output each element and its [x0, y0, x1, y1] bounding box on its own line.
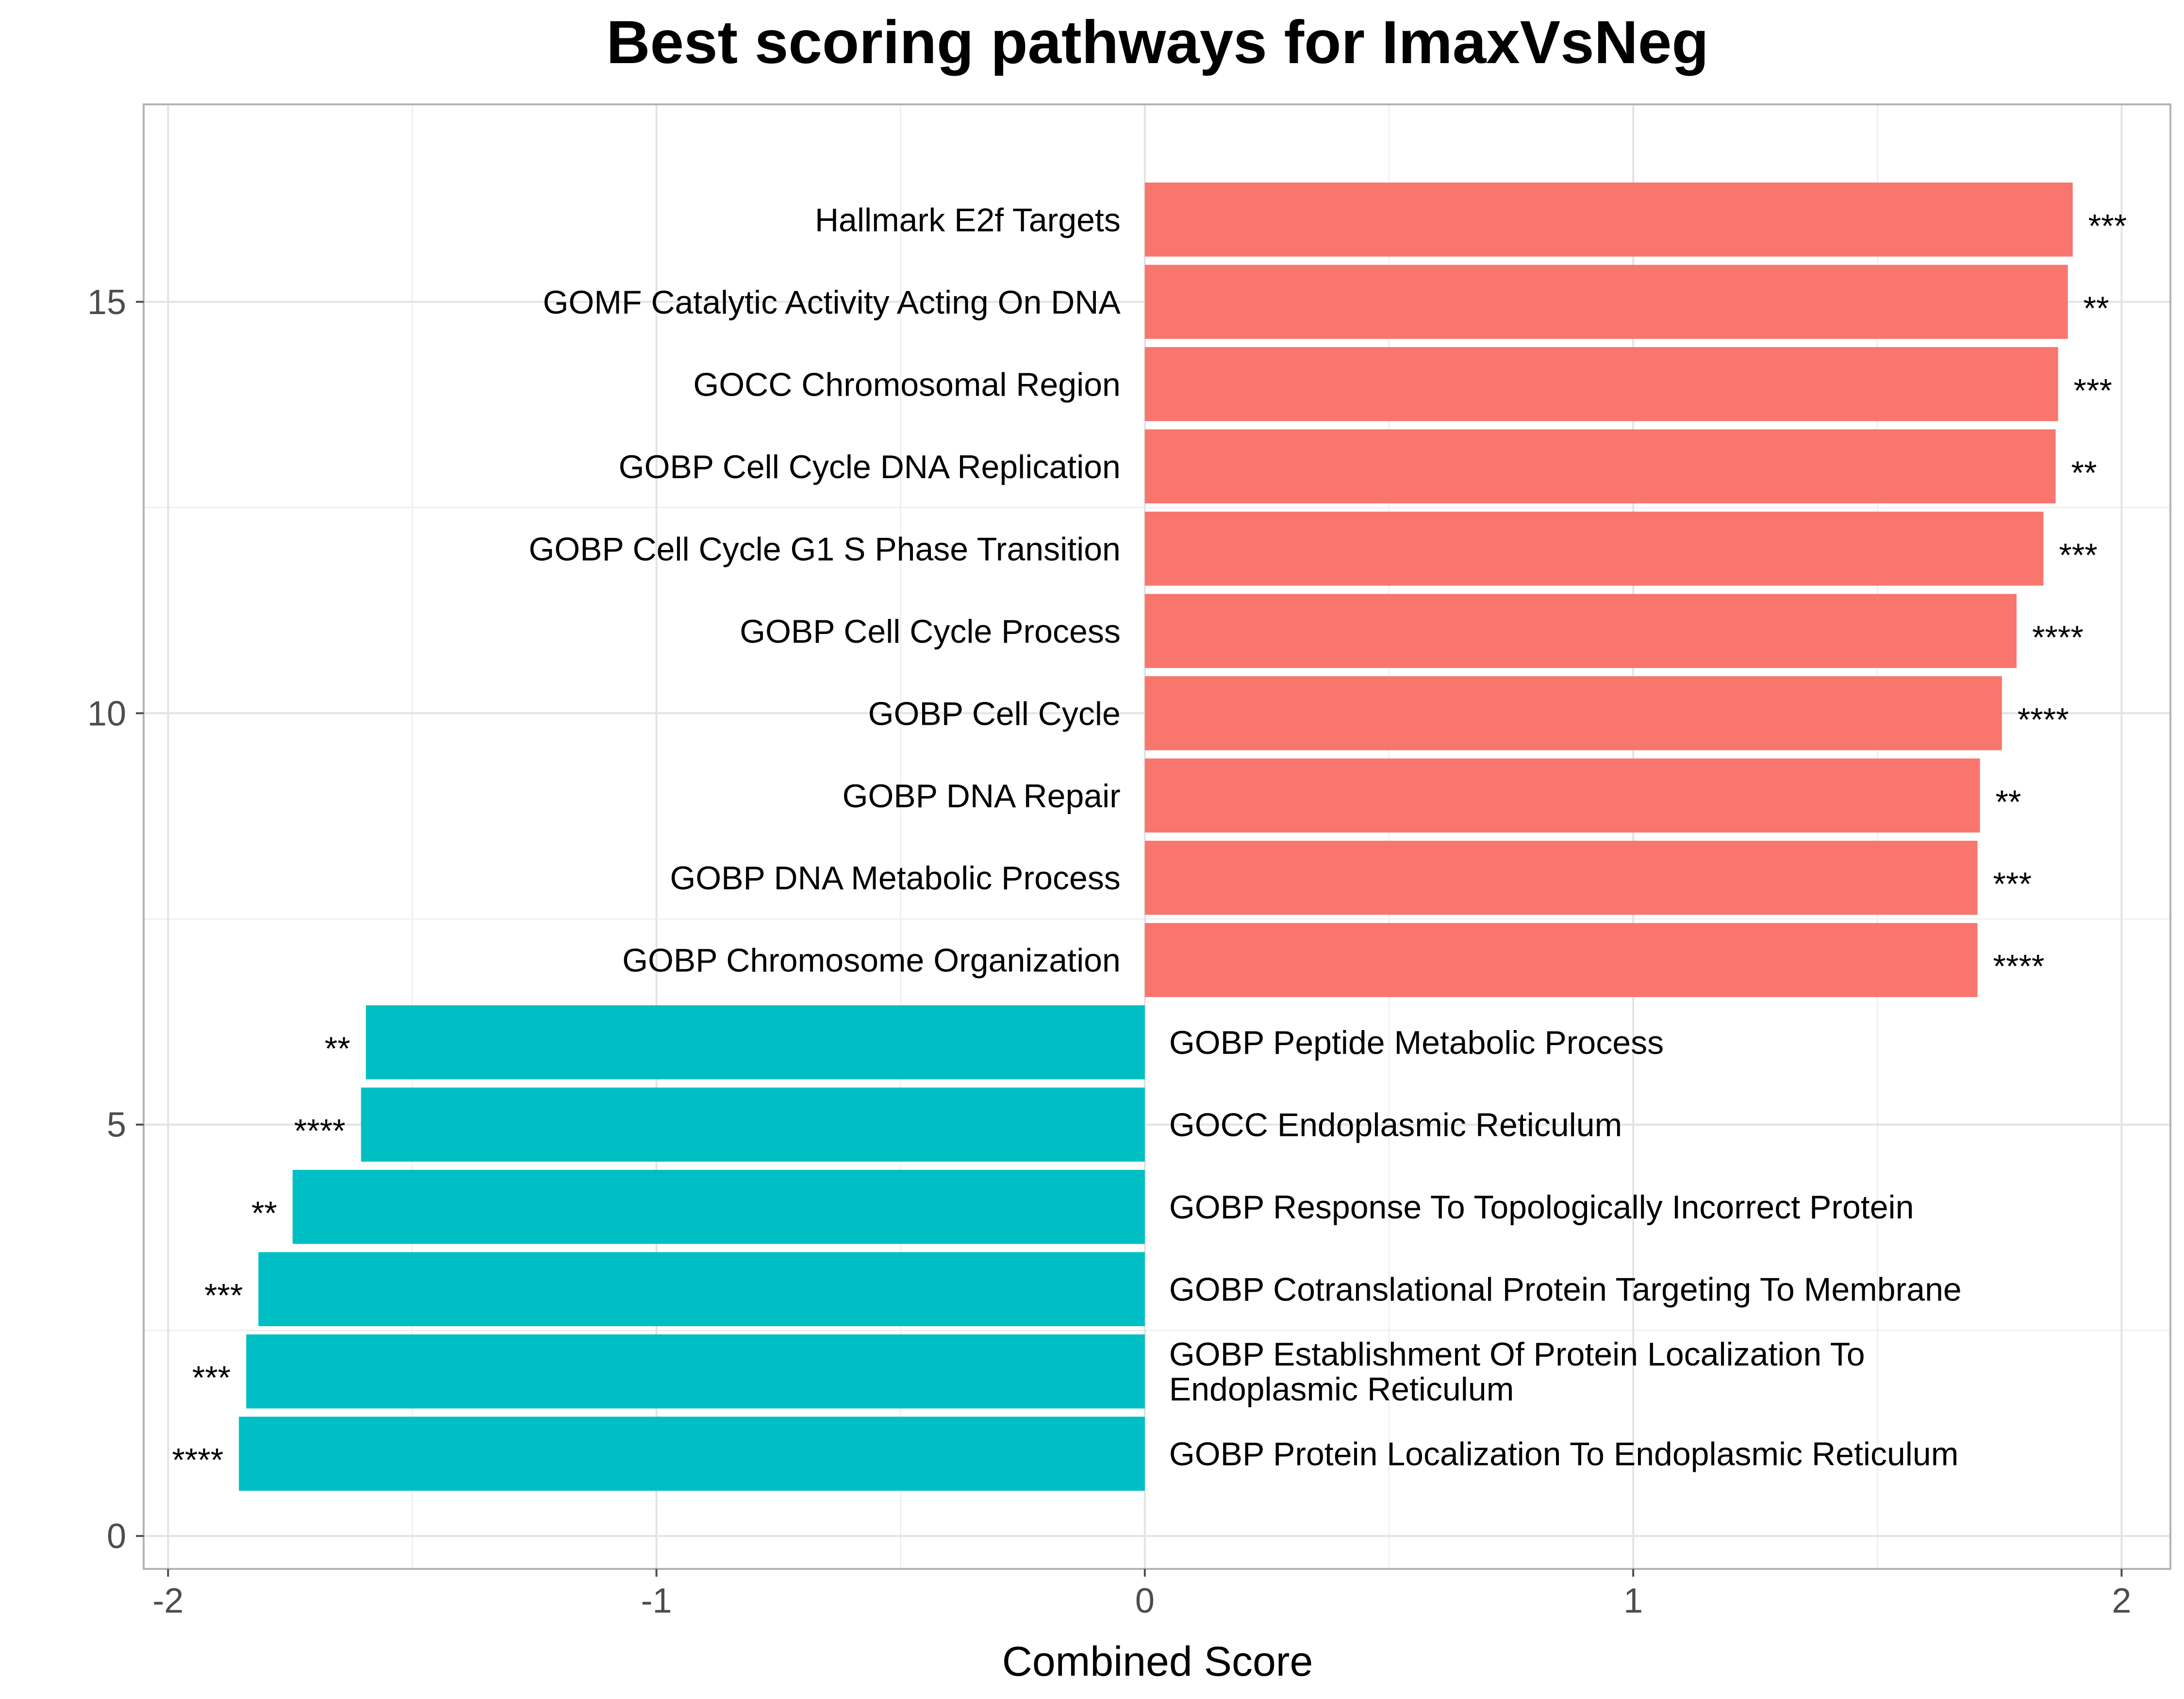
plot-area: Hallmark E2f Targets GOMF Catalytic Activ… — [87, 103, 2171, 1620]
bar-label: GOBP DNA Repair — [843, 778, 1121, 815]
y-tick-label: 0 — [107, 1517, 126, 1556]
bar-label-line: GOBP Cell Cycle — [868, 695, 1121, 732]
significance-label: ** — [1996, 783, 2021, 820]
significance-label: ** — [325, 1030, 350, 1067]
bar-label: GOBP Cell Cycle — [868, 695, 1121, 732]
bar-label-line: GOMF Catalytic Activity Acting On DNA — [543, 284, 1121, 321]
bar-positive — [1144, 429, 2056, 504]
bar-positive — [1144, 347, 2058, 421]
bar-negative — [361, 1087, 1145, 1162]
bar-label-line: GOBP Cotranslational Protein Targeting T… — [1169, 1271, 1962, 1308]
bar-label: GOCC Endoplasmic Reticulum — [1169, 1107, 1622, 1144]
bar-positive — [1144, 923, 1978, 998]
bar-label: GOBP Response To Topologically Incorrect… — [1169, 1189, 1914, 1226]
bar-label: Hallmark E2f Targets — [815, 201, 1121, 238]
bar-label: GOBP Establishment Of Protein Localizati… — [1169, 1336, 1865, 1408]
significance-label: **** — [2018, 701, 2069, 738]
significance-label: *** — [2088, 207, 2127, 244]
bar-label: GOBP Protein Localization To Endoplasmic… — [1169, 1436, 1959, 1473]
bar-label: GOBP Cell Cycle DNA Replication — [619, 449, 1121, 485]
bar-label-line: GOBP Protein Localization To Endoplasmic… — [1169, 1436, 1959, 1473]
bar-negative — [292, 1169, 1145, 1244]
x-tick-label: -2 — [152, 1582, 183, 1620]
bar-positive — [1144, 511, 2044, 586]
bar-label-line: GOBP Chromosome Organization — [622, 942, 1121, 979]
bar-label-line: GOBP Cell Cycle Process — [740, 613, 1121, 650]
bar-negative — [239, 1416, 1145, 1491]
y-tick-label: 15 — [87, 283, 126, 322]
bar-label-line: GOBP Response To Topologically Incorrect… — [1169, 1189, 1914, 1226]
bar-label-line: GOCC Endoplasmic Reticulum — [1169, 1107, 1622, 1144]
x-axis-title: Combined Score — [1002, 1638, 1313, 1685]
bar-positive — [1144, 676, 2002, 750]
bar-label: GOBP DNA Metabolic Process — [670, 860, 1120, 897]
bar-label: GOCC Chromosomal Region — [693, 366, 1121, 403]
chart-title: Best scoring pathways for ImaxVsNeg — [606, 9, 1709, 76]
significance-label: ** — [2084, 290, 2109, 327]
significance-label: ** — [251, 1195, 277, 1232]
bar-label: GOBP Cell Cycle G1 S Phase Transition — [529, 531, 1120, 567]
bar-label-line: Endoplasmic Reticulum — [1169, 1371, 1514, 1408]
bar-label: GOBP Peptide Metabolic Process — [1169, 1024, 1664, 1061]
bar-positive — [1144, 265, 2068, 339]
significance-label: **** — [2032, 619, 2084, 656]
significance-label: **** — [294, 1113, 346, 1149]
bar-positive — [1144, 594, 2017, 668]
significance-label: *** — [204, 1277, 243, 1314]
bar-label-line: GOBP Cell Cycle DNA Replication — [619, 449, 1121, 485]
bar-positive — [1144, 758, 1980, 833]
x-tick-label: 2 — [2112, 1582, 2131, 1620]
bar-positive — [1144, 183, 2073, 257]
x-tick-label: 0 — [1135, 1582, 1155, 1620]
bar-label: GOBP Chromosome Organization — [622, 942, 1121, 979]
panel-border — [143, 103, 2171, 1570]
bar-label-line: GOBP Peptide Metabolic Process — [1169, 1024, 1664, 1061]
bar-label: GOBP Cell Cycle Process — [740, 613, 1121, 650]
bar-positive — [1144, 840, 1978, 915]
significance-label: ** — [2071, 454, 2097, 491]
significance-label: *** — [1993, 866, 2032, 902]
x-tick-label: 1 — [1623, 1582, 1643, 1620]
bar-label: GOMF Catalytic Activity Acting On DNA — [543, 284, 1121, 321]
significance-label: *** — [192, 1359, 231, 1396]
bar-negative — [258, 1252, 1145, 1326]
x-tick-label: -1 — [641, 1582, 672, 1620]
bar-label: GOBP Cotranslational Protein Targeting T… — [1169, 1271, 1962, 1308]
significance-label: *** — [2074, 372, 2112, 409]
bar-label-line: GOBP DNA Metabolic Process — [670, 860, 1120, 897]
bar-negative — [365, 1005, 1145, 1080]
y-tick-label: 10 — [87, 694, 126, 733]
bar-label-line: GOBP DNA Repair — [843, 778, 1121, 815]
bar-label-line: Hallmark E2f Targets — [815, 201, 1121, 238]
bar-label-line: GOCC Chromosomal Region — [693, 366, 1121, 403]
significance-label: **** — [1993, 948, 2045, 985]
bar-label-line: GOBP Establishment Of Protein Localizati… — [1169, 1336, 1865, 1373]
y-tick-label: 5 — [107, 1106, 126, 1145]
bar-label-line: GOBP Cell Cycle G1 S Phase Transition — [529, 531, 1120, 567]
bar-negative — [246, 1334, 1145, 1409]
significance-label: **** — [172, 1442, 223, 1479]
significance-label: *** — [2059, 536, 2097, 573]
